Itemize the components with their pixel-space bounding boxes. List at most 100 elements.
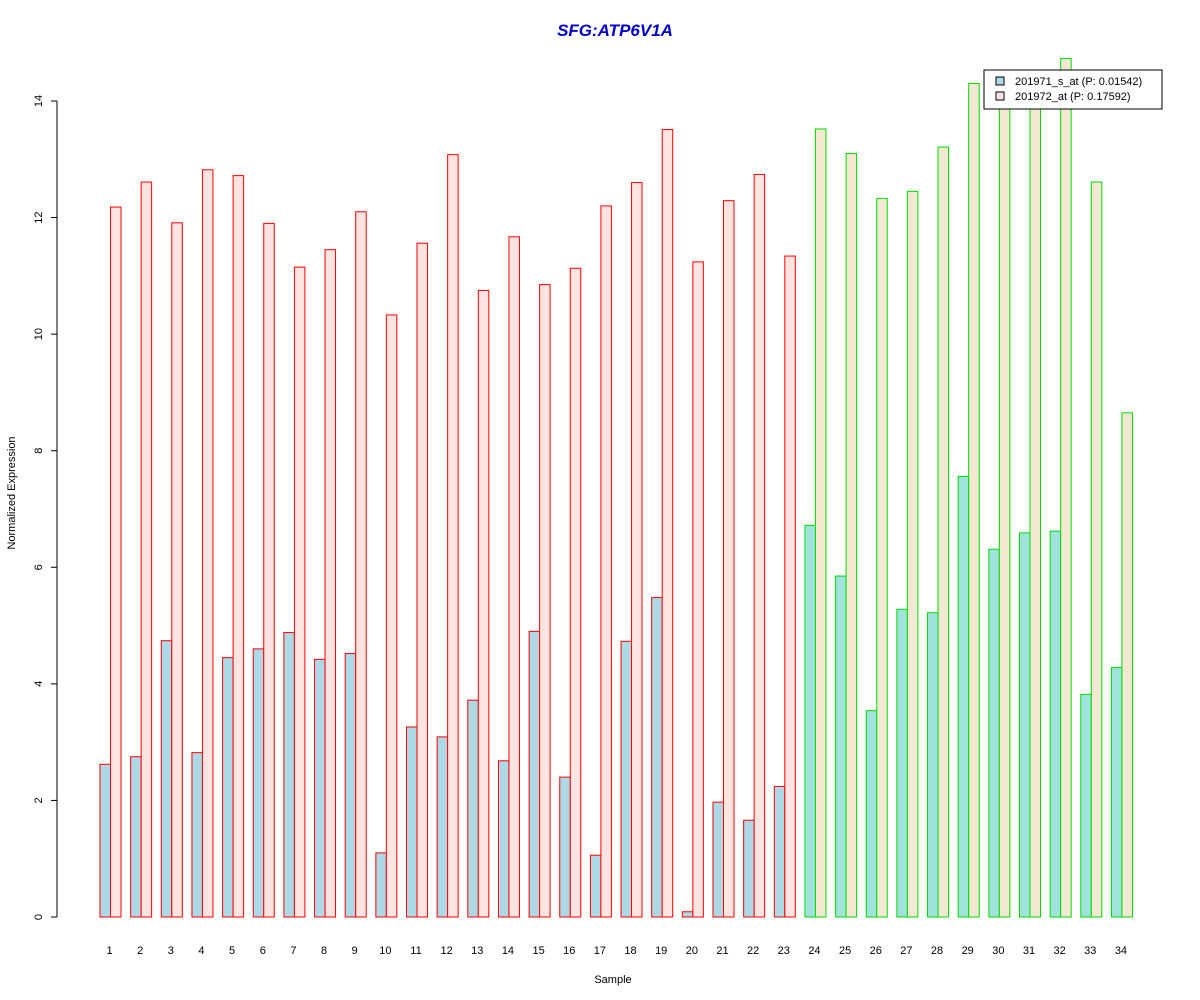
bar-series-2 xyxy=(539,284,551,918)
bar-series-1 xyxy=(283,632,295,918)
bar-series-2 xyxy=(631,182,643,918)
x-tick-label: 5 xyxy=(229,945,235,957)
x-tick-label: 15 xyxy=(532,945,544,957)
bar-series-1 xyxy=(344,653,357,918)
x-tick-label: 8 xyxy=(321,945,327,957)
x-tick-label: 6 xyxy=(260,945,266,957)
bar-series-2 xyxy=(998,88,1011,918)
legend-label-series-1: 201971_s_at (P: 0.01542) xyxy=(1015,76,1142,88)
bar-series-2 xyxy=(140,181,153,918)
bar-series-1 xyxy=(314,658,326,918)
x-tick-label: 27 xyxy=(900,945,912,957)
x-tick-label: 32 xyxy=(1054,945,1066,957)
bar-series-1 xyxy=(743,819,755,918)
bar-series-1 xyxy=(222,657,234,918)
bar-series-2 xyxy=(661,129,674,918)
bar-series-1 xyxy=(1110,667,1123,918)
x-axis-title: Sample xyxy=(594,974,631,986)
bar-series-1 xyxy=(804,524,816,918)
x-tick-label: 13 xyxy=(471,945,483,957)
x-tick-label: 20 xyxy=(686,945,698,957)
x-tick-label: 34 xyxy=(1115,945,1127,957)
bar-series-1 xyxy=(191,752,203,918)
bar-series-2 xyxy=(171,222,183,918)
bar-series-2 xyxy=(600,205,612,918)
bar-series-2 xyxy=(385,314,398,918)
bar-series-2 xyxy=(1121,412,1133,918)
x-tick-label: 4 xyxy=(198,945,204,957)
bar-series-1 xyxy=(375,852,387,918)
y-tick-label: 10 xyxy=(33,328,45,340)
bar-series-2 xyxy=(324,249,337,918)
bar-series-1 xyxy=(681,911,694,918)
bar-series-2 xyxy=(201,169,214,918)
y-tick-label: 12 xyxy=(33,211,45,223)
bar-series-2 xyxy=(477,289,490,918)
bar-series-1 xyxy=(1049,530,1062,918)
y-axis: 0 2 4 6 8 10 12 14 xyxy=(33,95,58,920)
bar-series-1 xyxy=(896,608,908,918)
bar-series-2 xyxy=(692,261,704,918)
y-tick-label: 4 xyxy=(33,681,45,687)
x-tick-label: 31 xyxy=(1023,945,1035,957)
x-tick-label: 28 xyxy=(931,945,943,957)
bar-series-1 xyxy=(130,756,142,918)
bar-series-1 xyxy=(467,699,479,918)
bar-series-1 xyxy=(160,640,173,918)
bar-series-1 xyxy=(497,760,510,918)
bar-series-2 xyxy=(814,128,827,918)
bar-series-1 xyxy=(436,736,449,918)
y-tick-label: 6 xyxy=(33,564,45,570)
x-tick-label: 9 xyxy=(352,945,358,957)
bar-series-2 xyxy=(355,211,367,918)
legend-swatch-series-2 xyxy=(995,91,1005,101)
bar-series-2 xyxy=(753,173,766,918)
x-tick-label: 23 xyxy=(778,945,790,957)
bar-series-1 xyxy=(252,648,265,918)
bar-series-1 xyxy=(589,854,602,918)
x-tick-label: 22 xyxy=(747,945,759,957)
bar-series-2 xyxy=(968,83,980,918)
x-tick-label: 26 xyxy=(870,945,882,957)
bar-series-1 xyxy=(651,597,663,918)
bar-series-1 xyxy=(957,475,970,918)
bar-series-2 xyxy=(232,175,245,918)
x-tick-label: 21 xyxy=(716,945,728,957)
x-tick-label: 12 xyxy=(441,945,453,957)
bar-series-2 xyxy=(1029,88,1041,918)
legend-label-series-2: 201972_at (P: 0.17592) xyxy=(1015,91,1131,103)
bar-series-2 xyxy=(508,236,520,918)
legend: 201971_s_at (P: 0.01542) 201972_at (P: 0… xyxy=(983,69,1163,110)
bar-series-2 xyxy=(784,255,796,918)
bar-series-2 xyxy=(416,242,428,918)
x-tick-label: 16 xyxy=(563,945,575,957)
legend-swatch-series-1 xyxy=(995,76,1005,86)
chart-title: SFG:ATP6V1A xyxy=(557,21,673,40)
bar-series-1 xyxy=(406,726,418,918)
x-tick-label: 2 xyxy=(137,945,143,957)
bar-series-1 xyxy=(773,785,786,918)
x-tick-label: 17 xyxy=(594,945,606,957)
x-tick-label: 14 xyxy=(502,945,514,957)
x-tick-label: 19 xyxy=(655,945,667,957)
bar-series-2 xyxy=(1090,181,1103,918)
x-tick-label: 11 xyxy=(410,945,421,957)
bar-series-2 xyxy=(263,222,275,918)
bar-series-1 xyxy=(620,640,633,918)
bars-group xyxy=(99,57,1133,918)
legend-box xyxy=(983,69,1163,110)
y-tick-label: 8 xyxy=(33,448,45,454)
y-tick-label: 0 xyxy=(33,914,45,920)
bar-series-2 xyxy=(293,266,306,918)
x-tick-label: 3 xyxy=(168,945,174,957)
y-tick-label: 2 xyxy=(33,797,45,803)
bar-series-2 xyxy=(569,267,582,918)
bar-series-1 xyxy=(712,801,724,918)
bar-series-2 xyxy=(1060,57,1072,918)
x-tick-label: 10 xyxy=(379,945,391,957)
y-axis-title: Normalized Expression xyxy=(6,436,18,549)
x-tick-label: 18 xyxy=(624,945,636,957)
bar-series-1 xyxy=(1080,693,1092,918)
bar-series-1 xyxy=(927,612,939,918)
